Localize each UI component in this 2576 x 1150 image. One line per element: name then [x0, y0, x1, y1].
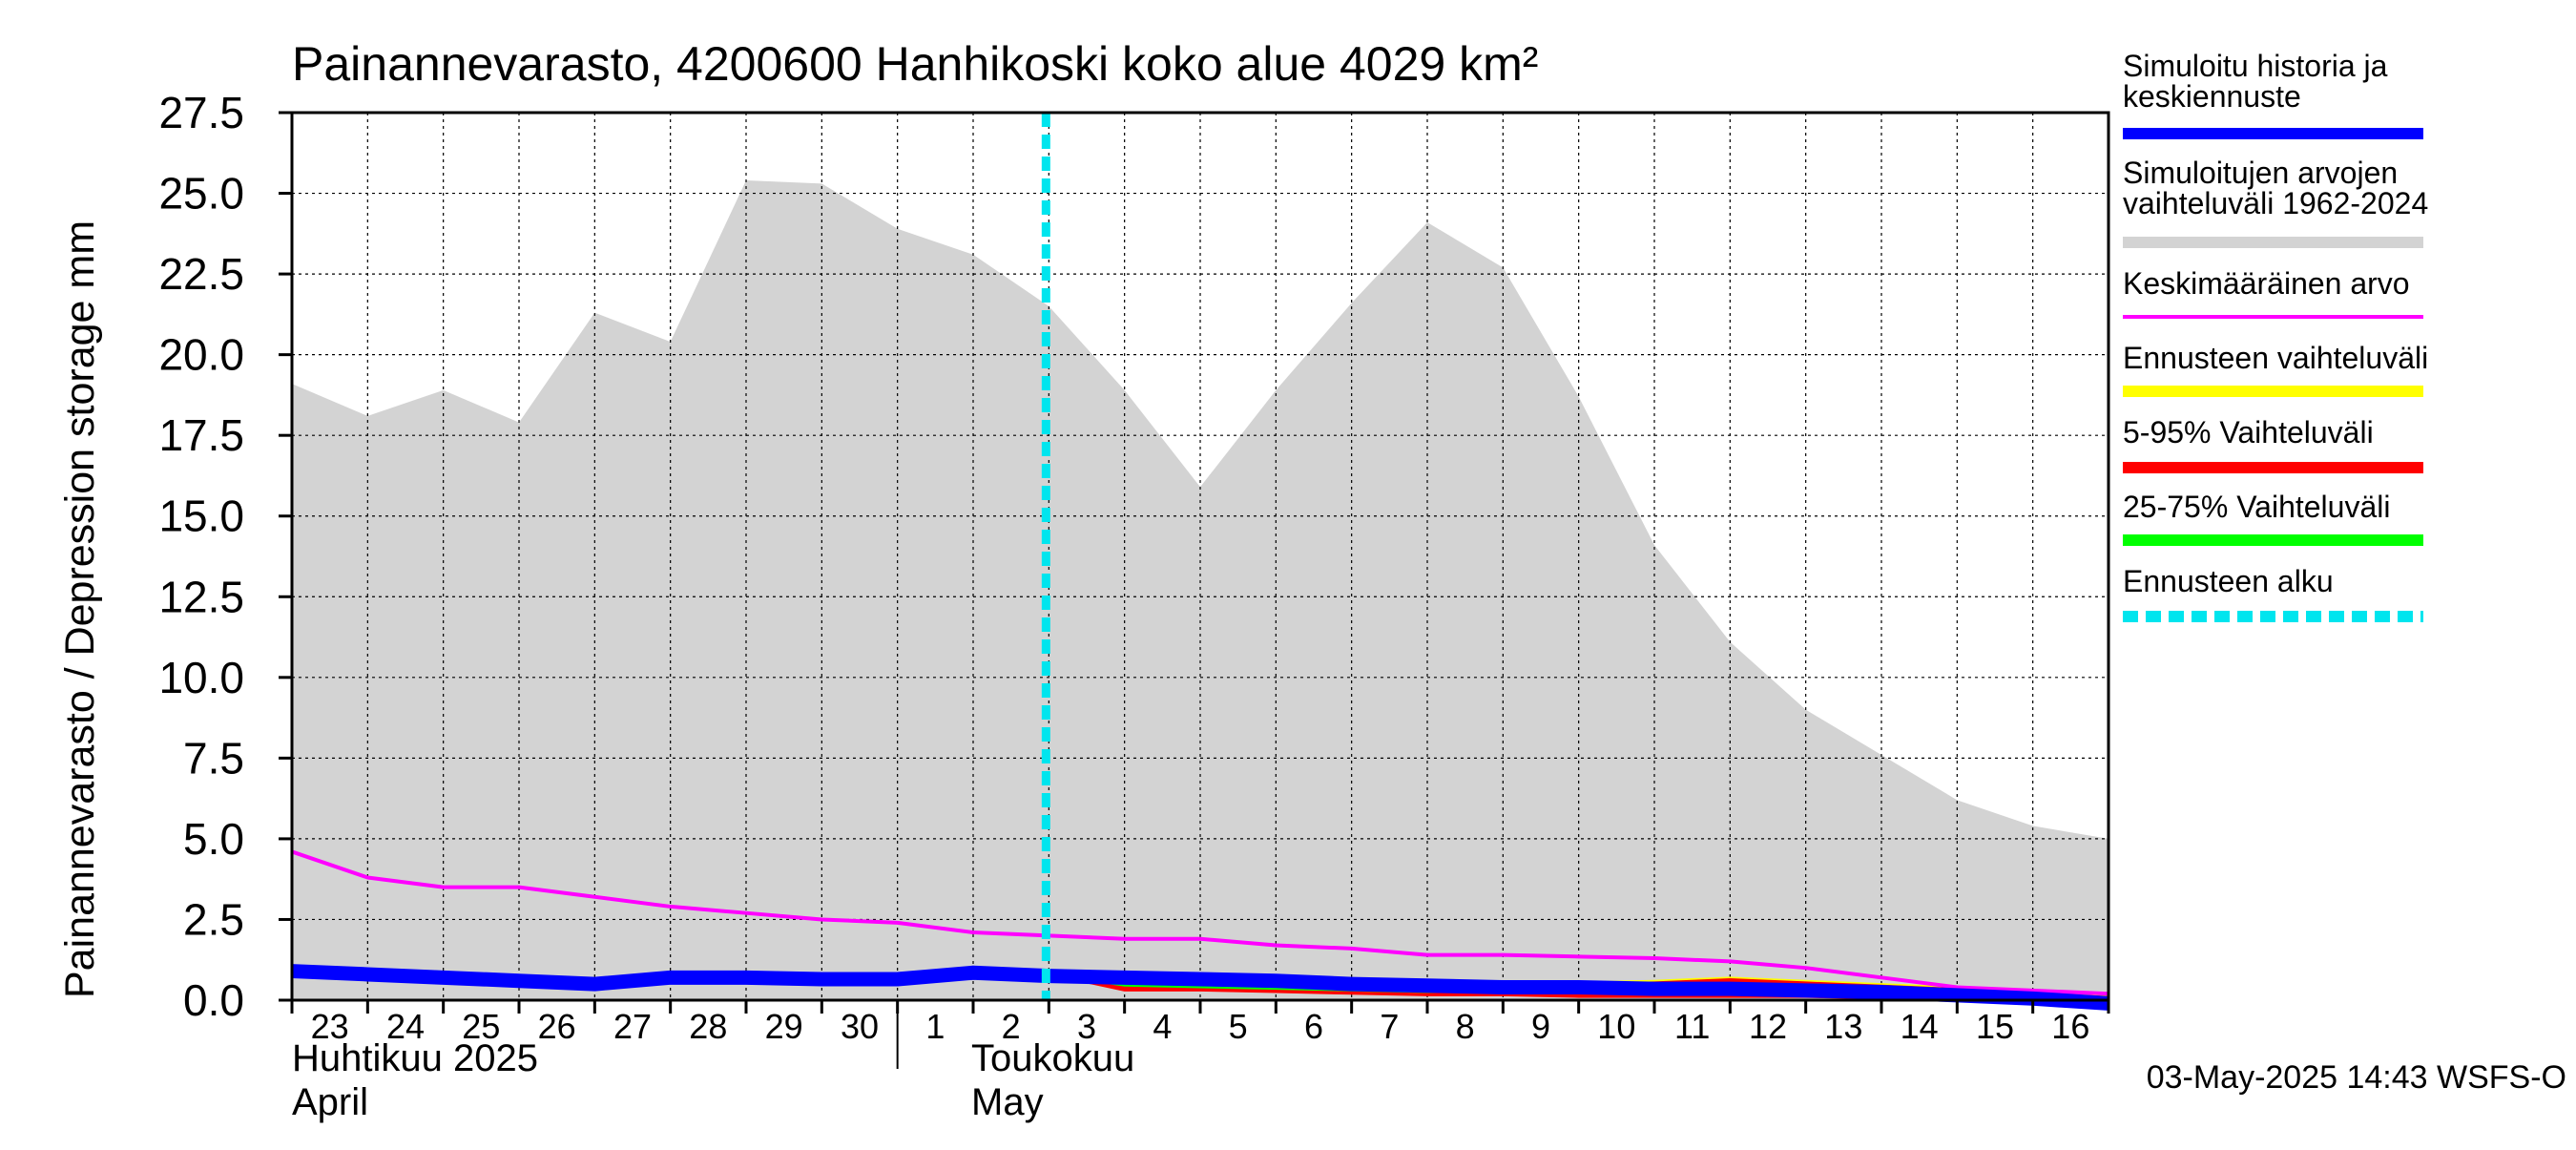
legend-entry: Ennusteen alku — [2123, 564, 2423, 622]
y-tick-label: 17.5 — [158, 410, 244, 460]
x-day-label: 26 — [538, 1007, 576, 1046]
legend-label: Simuloitu historia ja keskiennuste — [2123, 49, 2388, 114]
y-tick-label: 27.5 — [158, 88, 244, 137]
x-day-label: 8 — [1456, 1007, 1475, 1046]
series-lines — [291, 113, 2109, 1011]
month-label-may-fi: Toukokuu — [971, 1037, 1134, 1079]
x-day-label: 23 — [311, 1007, 349, 1046]
y-tick-label: 0.0 — [183, 975, 244, 1025]
legend: Simuloitu historia ja keskiennuste Simuloi… — [2123, 49, 2428, 622]
simulated-median-line — [291, 964, 2109, 1011]
x-day-label: 4 — [1153, 1007, 1172, 1046]
mean-value-line — [291, 849, 2109, 996]
x-day-label: 11 — [1674, 1007, 1710, 1046]
y-tick-label: 12.5 — [158, 572, 244, 621]
grid-lines — [292, 112, 2109, 1001]
x-day-label: 3 — [1077, 1007, 1096, 1046]
y-tick-label: 5.0 — [183, 814, 244, 864]
x-day-label: 2 — [1002, 1007, 1021, 1046]
x-day-label: 25 — [462, 1007, 500, 1046]
x-day-label: 7 — [1380, 1007, 1399, 1046]
x-day-label: 1 — [925, 1007, 945, 1046]
legend-label: Keskimääräinen arvo — [2123, 266, 2410, 301]
x-day-label: 13 — [1824, 1007, 1862, 1046]
x-day-label: 27 — [613, 1007, 652, 1046]
x-day-label: 6 — [1304, 1007, 1323, 1046]
y-tick-label: 15.0 — [158, 491, 244, 541]
legend-label: 25-75% Vaihteluväli — [2123, 490, 2390, 524]
legend-label: Ennusteen alku — [2123, 564, 2334, 598]
axes: 0.0 2.5 5.0 7.5 10.0 12.5 15.0 17.5 20.0 22.5 25.0… — [158, 88, 2110, 1069]
y-tick-label: 22.5 — [158, 249, 244, 299]
legend-entry: Simuloitujen arvojen vaihteluväli 1962-20… — [2123, 156, 2428, 248]
legend-entry: Keskimääräinen arvo — [2123, 266, 2423, 319]
x-day-label: 16 — [2051, 1007, 2089, 1046]
chart-title: Painannevarasto, 4200600 Hanhikoski koko… — [292, 37, 1538, 91]
y-tick-label: 25.0 — [158, 169, 244, 219]
legend-entry: Simuloitu historia ja keskiennuste — [2123, 49, 2423, 139]
legend-label: 5-95% Vaihteluväli — [2123, 415, 2374, 450]
legend-entry: Ennusteen vaihteluväli — [2123, 341, 2428, 397]
historical-range-band — [292, 180, 2109, 1000]
x-day-label: 5 — [1229, 1007, 1248, 1046]
x-day-label: 29 — [765, 1007, 803, 1046]
legend-entry: 25-75% Vaihteluväli — [2123, 490, 2423, 546]
y-tick-label: 20.0 — [158, 330, 244, 380]
x-day-label: 12 — [1749, 1007, 1787, 1046]
y-tick-label: 10.0 — [158, 653, 244, 702]
x-day-label: 9 — [1531, 1007, 1550, 1046]
x-day-label: 15 — [1976, 1007, 2014, 1046]
range-bands — [292, 180, 2109, 1000]
month-label-april-en: April — [292, 1081, 368, 1123]
x-day-label: 30 — [841, 1007, 879, 1046]
x-day-label: 14 — [1901, 1007, 1939, 1046]
y-tick-label: 2.5 — [183, 894, 244, 944]
y-tick-label: 7.5 — [183, 733, 244, 783]
x-day-label: 24 — [386, 1007, 425, 1046]
legend-label: Simuloitujen arvojen vaihteluväli 1962-20… — [2123, 156, 2428, 220]
month-label-may-en: May — [971, 1081, 1044, 1123]
x-day-label: 10 — [1597, 1007, 1635, 1046]
legend-label: Ennusteen vaihteluväli — [2123, 341, 2428, 375]
timestamp-footer: 03-May-2025 14:43 WSFS-O — [2147, 1059, 2566, 1096]
x-day-label: 28 — [689, 1007, 727, 1046]
month-label-april-fi: Huhtikuu 2025 — [292, 1037, 538, 1079]
legend-entry: 5-95% Vaihteluväli — [2123, 415, 2423, 473]
y-axis-label: Painannevarasto / Depression storage mm — [57, 220, 103, 998]
